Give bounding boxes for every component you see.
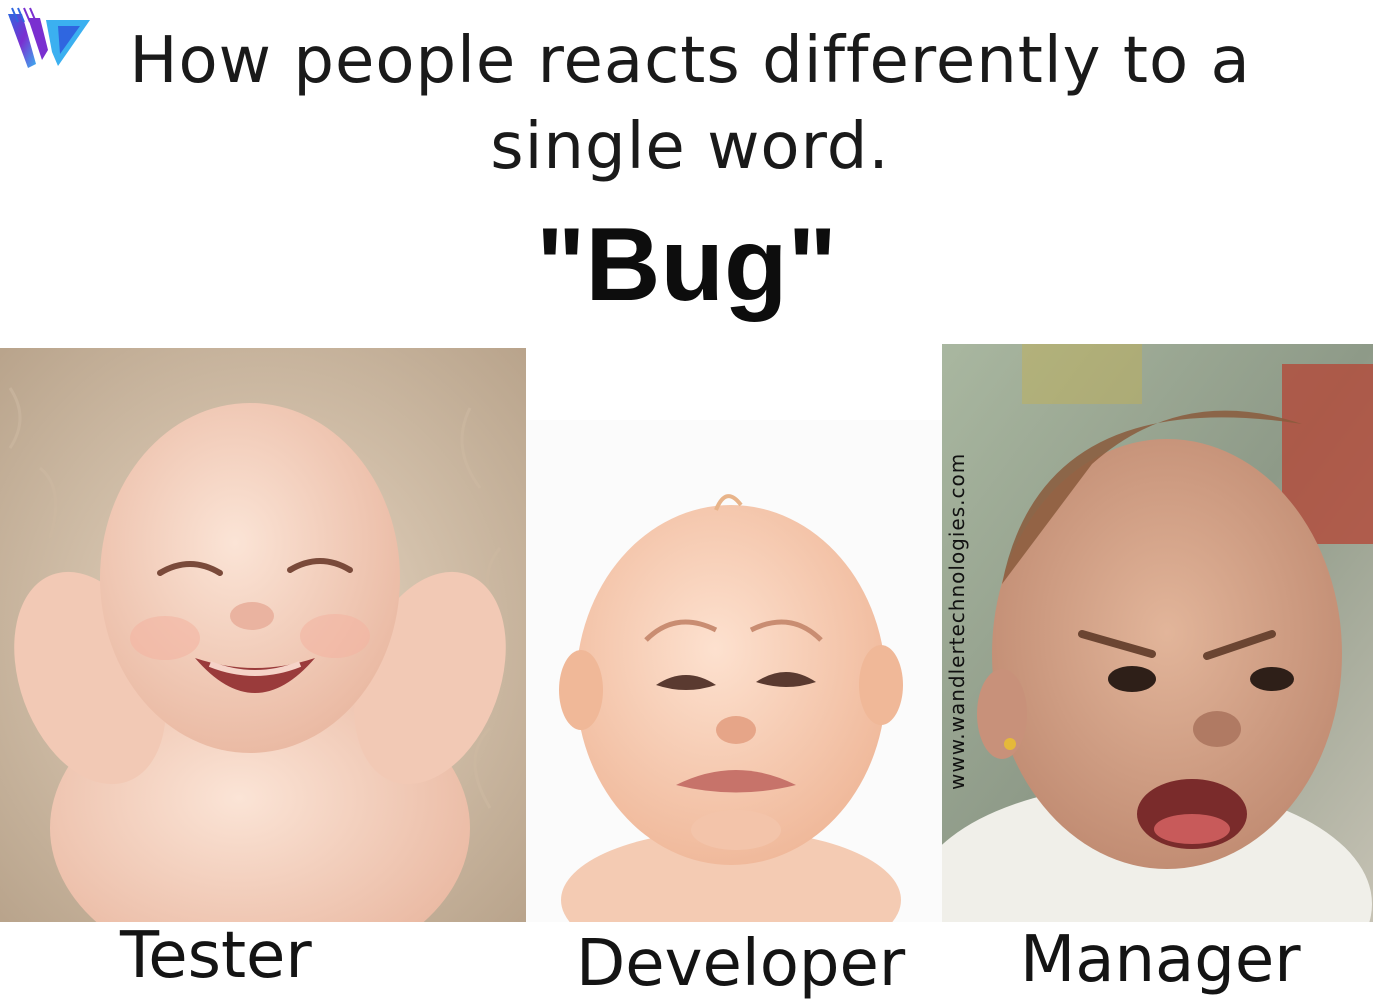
headline: How people reacts differently to a singl… — [90, 18, 1290, 190]
w-logo-icon — [8, 7, 90, 68]
developer-photo — [526, 420, 942, 922]
caption-manager: Manager — [1020, 923, 1301, 997]
caption-developer: Developer — [576, 927, 906, 1001]
headline-line-2: single word. — [490, 110, 890, 184]
caption-tester: Tester — [120, 919, 312, 993]
tester-photo — [0, 348, 526, 922]
keyword-title: "Bug" — [536, 207, 837, 323]
manager-photo — [942, 344, 1373, 922]
headline-line-1: How people reacts differently to a — [129, 24, 1251, 98]
website-watermark: www.wandlertechnologies.com — [945, 452, 969, 790]
